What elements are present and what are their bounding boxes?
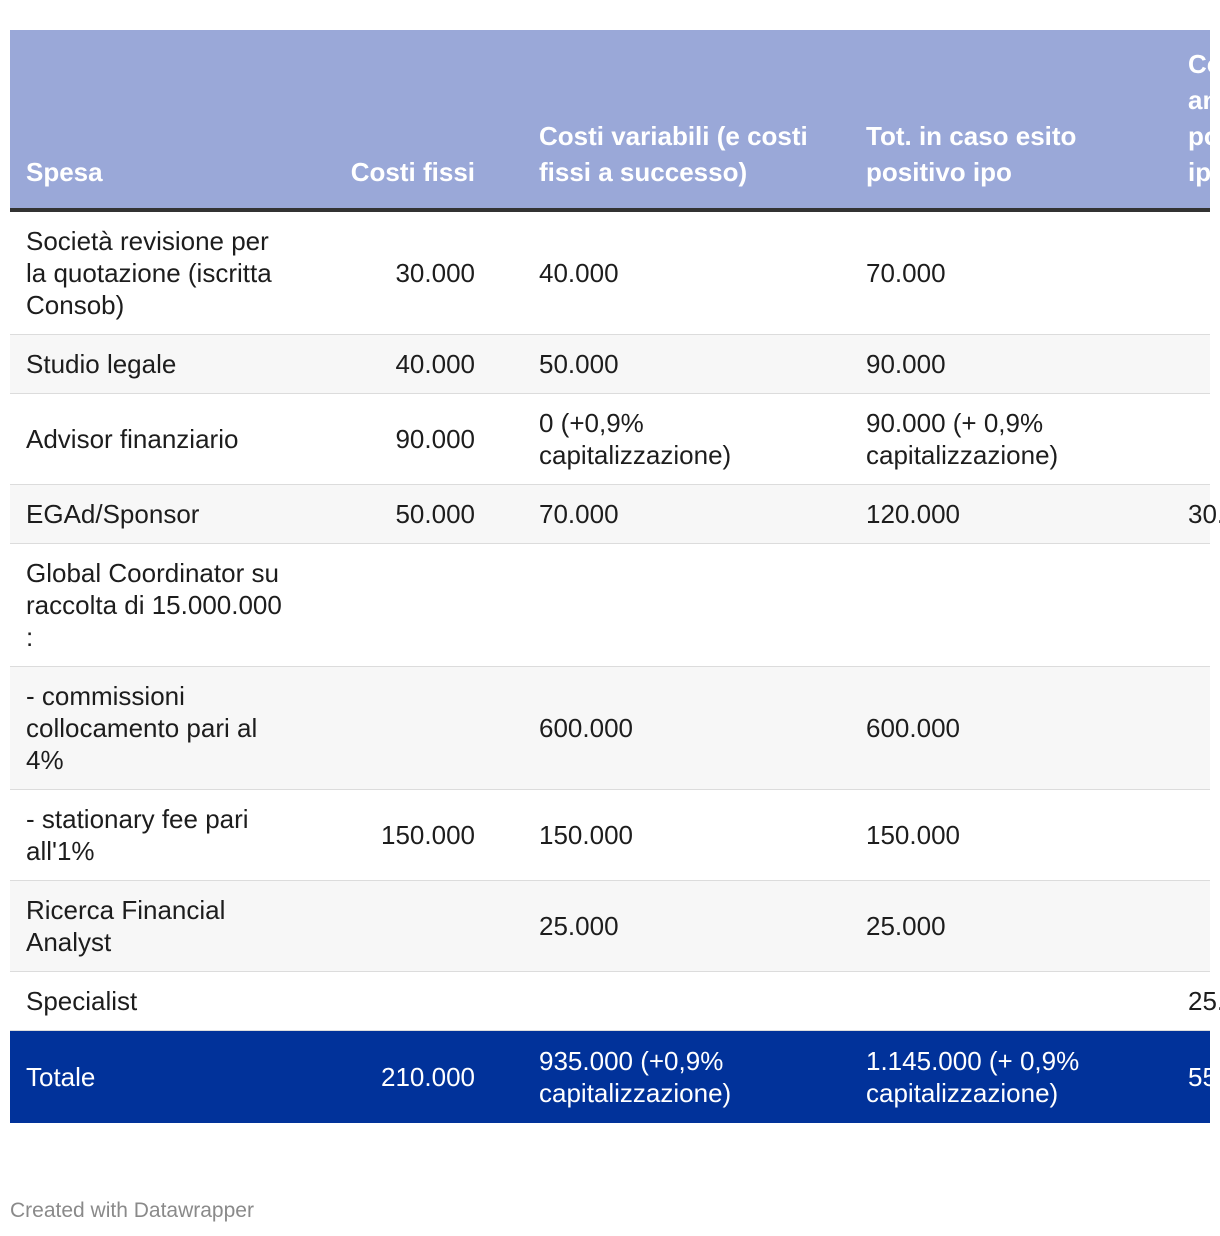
- table-cell: [491, 543, 850, 667]
- total-cell: 210.000: [381, 1062, 475, 1092]
- table-cell: Studio legale: [10, 334, 304, 394]
- table-cell: 600.000: [850, 666, 1172, 790]
- table-cell: 90.000: [304, 393, 491, 485]
- table-cell: 50.000: [304, 484, 491, 544]
- table-cell: 30.000: [304, 210, 491, 335]
- table-cell: 40.000: [304, 334, 491, 394]
- table-cell: 25.000: [491, 880, 850, 972]
- table-cell: Ricerca Financial Analyst: [10, 880, 304, 972]
- table-cell: Società revisione per la quotazione (isc…: [10, 210, 304, 335]
- table-cell: - stationary fee pari all'1%: [10, 789, 304, 881]
- header-costi-variabili[interactable]: Costi variabili (e costi fissi a success…: [491, 30, 850, 212]
- table-row: Studio legale 40.000 50.000 90.000: [10, 334, 1210, 394]
- table-cell: [304, 971, 491, 1031]
- table-cell: 70.000: [491, 484, 850, 544]
- table-cell: 150.000: [491, 789, 850, 881]
- table-row: Ricerca Financial Analyst 25.000 25.000: [10, 880, 1210, 972]
- datawrapper-credit[interactable]: Created with Datawrapper: [10, 1199, 254, 1222]
- table-cell: 150.000: [850, 789, 1172, 881]
- table-cell: 0 (+0,9% capitalizzazione): [491, 393, 850, 485]
- table-row: - commissioni collocamento pari al 4% 60…: [10, 666, 1210, 790]
- table-cell: [1172, 789, 1210, 881]
- table-cell: - commissioni collocamento pari al 4%: [10, 666, 304, 790]
- header-costi-fissi[interactable]: Costi fissi: [304, 30, 491, 212]
- header-costi-annui[interactable]: Costi annui post-ipo: [1172, 30, 1220, 212]
- header-totale-ipo[interactable]: Tot. in caso esito positivo ipo: [850, 30, 1172, 212]
- table-cell: [1172, 210, 1210, 335]
- table-row: - stationary fee pari all'1% 150.000 150…: [10, 789, 1210, 881]
- table-cell: Specialist: [10, 971, 304, 1031]
- table-cell: 600.000: [491, 666, 850, 790]
- table-cell: Global Coordinator su raccolta di 15.000…: [10, 543, 304, 667]
- table-cell: [304, 543, 491, 667]
- data-table-container: Spesa Costi fissi Costi variabili (e cos…: [10, 30, 1220, 1123]
- total-row: Totale 210.000 935.000 (+0,9% capitalizz…: [10, 1030, 1220, 1123]
- table-cell: [304, 880, 491, 972]
- table-row: EGAd/Sponsor 50.000 70.000 120.000 30.00…: [10, 484, 1220, 544]
- header-row: Spesa Costi fissi Costi variabili (e cos…: [10, 30, 1220, 212]
- table-cell: [491, 971, 850, 1031]
- table-cell: 30.000: [1172, 484, 1220, 544]
- table-cell: 90.000: [850, 334, 1172, 394]
- table-row: Specialist 25.000: [10, 971, 1220, 1031]
- table-cell: [304, 666, 491, 790]
- table-cell: 70.000: [850, 210, 1172, 335]
- table-cell: [1172, 666, 1210, 790]
- table-row: Global Coordinator su raccolta di 15.000…: [10, 543, 1210, 667]
- table-cell: EGAd/Sponsor: [10, 484, 304, 544]
- table-cell: 25.000: [850, 880, 1172, 972]
- table-cell: 90.000 (+ 0,9% capitalizzazione): [850, 393, 1172, 485]
- table-cell: [1172, 880, 1210, 972]
- table-row: Società revisione per la quotazione (isc…: [10, 210, 1210, 335]
- total-label: Totale: [26, 1062, 96, 1092]
- table-cell: [1172, 393, 1210, 485]
- table-row: Advisor finanziario 90.000 0 (+0,9% capi…: [10, 393, 1210, 485]
- table-cell: 120.000: [850, 484, 1172, 544]
- table-cell: [1172, 334, 1210, 394]
- table-cell: [850, 543, 1172, 667]
- table-cell: [850, 971, 1172, 1031]
- total-cell: 55.000: [1188, 1062, 1220, 1092]
- table-cell: 25.000: [1172, 971, 1220, 1031]
- total-cell: 935.000 (+0,9% capitalizzazione): [539, 1046, 732, 1108]
- total-cell: 1.145.000 (+ 0,9% capitalizzazione): [866, 1046, 1080, 1108]
- table-cell: Advisor finanziario: [10, 393, 304, 485]
- table-cell: 50.000: [491, 334, 850, 394]
- table-cell: [1172, 543, 1210, 667]
- header-spesa[interactable]: Spesa: [10, 30, 304, 212]
- table-cell: 150.000: [304, 789, 491, 881]
- cost-table: Spesa Costi fissi Costi variabili (e cos…: [10, 30, 1220, 1123]
- table-cell: 40.000: [491, 210, 850, 335]
